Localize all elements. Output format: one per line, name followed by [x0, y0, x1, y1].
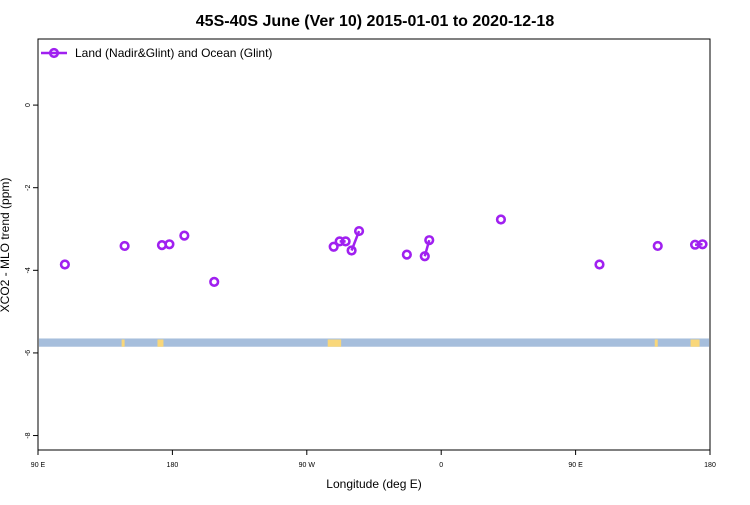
y-axis: 0 -2 -4 -6 -8	[25, 103, 38, 439]
x-tick-label-5: 180	[704, 462, 716, 469]
series-0-point-16	[654, 242, 662, 250]
map-strip-land-2	[328, 339, 341, 346]
x-tick-label-0: 90 E	[31, 462, 46, 469]
y-tick-label-4: -8	[25, 432, 32, 438]
x-axis: 90 E 180 90 W 0 90 E 180	[31, 450, 716, 469]
series-0-point-4	[181, 232, 189, 240]
series-0-point-10	[355, 227, 363, 235]
y-tick-label-0: 0	[25, 103, 32, 107]
series-0-point-15	[596, 261, 604, 269]
map-strip-land-0	[122, 339, 125, 346]
series-0-point-5	[210, 278, 218, 286]
y-axis-label: XCO2 - MLO trend (ppm)	[0, 178, 12, 313]
x-tick-label-4: 90 E	[568, 462, 583, 469]
plot-frame	[38, 39, 710, 450]
series-0-point-14	[497, 216, 505, 224]
map-strip-land-1	[157, 339, 163, 346]
map-strip-land-3	[655, 339, 658, 346]
x-axis-label: Longitude (deg E)	[326, 477, 421, 491]
x-tick-label-1: 180	[167, 462, 179, 469]
series-0-point-8	[342, 238, 350, 246]
plot-area	[38, 39, 710, 450]
x-tick-label-2: 90 W	[299, 462, 316, 469]
series-0-point-13	[425, 236, 433, 244]
map-strip-land-4	[691, 339, 700, 346]
y-tick-label-2: -4	[25, 267, 32, 273]
series-0-point-3	[166, 240, 174, 248]
x-tick-label-3: 0	[439, 462, 443, 469]
y-tick-label-1: -2	[25, 184, 32, 190]
chart-title: 45S-40S June (Ver 10) 2015-01-01 to 2020…	[196, 13, 555, 30]
series-0-point-0	[61, 261, 69, 269]
legend-entry: Land (Nadir&Glint) and Ocean (Glint)	[75, 46, 272, 60]
map-strip	[39, 338, 709, 346]
series-0-point-11	[403, 251, 411, 259]
y-tick-label-3: -6	[25, 350, 32, 356]
map-strip-ocean	[39, 338, 709, 346]
legend: Land (Nadir&Glint) and Ocean (Glint)	[41, 46, 272, 60]
series-0-point-1	[121, 242, 129, 250]
series-layer	[61, 216, 706, 286]
